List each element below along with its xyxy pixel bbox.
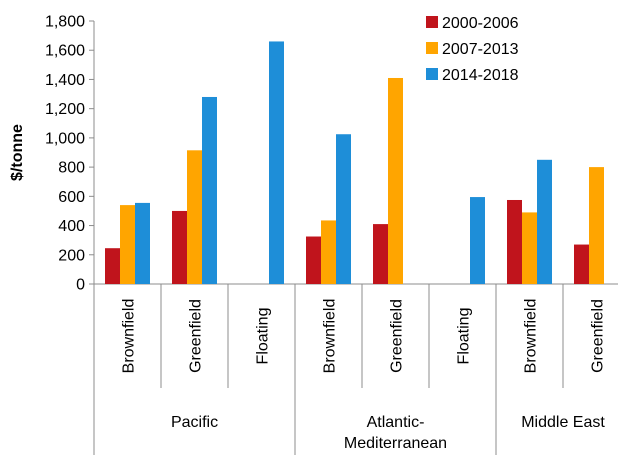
bar-2007-2013-greenfield [388, 77, 403, 284]
y-tick-label: 1,600 [45, 43, 85, 60]
bar-2007-2013-brownfield [120, 205, 135, 284]
y-tick-label: 1,800 [45, 14, 85, 31]
bar-2014-2018-brownfield [537, 159, 552, 284]
y-tick-label: 600 [58, 189, 85, 206]
bar-2014-2018-brownfield [135, 202, 150, 284]
y-tick-label: 0 [76, 277, 85, 294]
bar-2014-2018-floating [269, 41, 284, 285]
category-label: Brownfield [322, 299, 339, 374]
bar-2000-2006-brownfield [105, 248, 120, 284]
y-tick-label: 1,000 [45, 130, 85, 147]
group-label: Atlantic- [367, 414, 425, 431]
group-label: Mediterranean [344, 435, 447, 452]
legend-swatch-2007-2013 [426, 42, 438, 54]
category-label: Floating [456, 308, 473, 365]
category-label: Brownfield [121, 299, 138, 374]
legend-swatch-2000-2006 [426, 16, 438, 28]
legend-label: 2014-2018 [442, 67, 519, 84]
category-label: Floating [255, 308, 272, 365]
bar-2007-2013-brownfield [321, 220, 336, 284]
bar-2014-2018-floating [470, 197, 485, 284]
legend-label: 2007-2013 [442, 41, 519, 58]
bar-2000-2006-greenfield [172, 210, 187, 284]
legend-swatch-2014-2018 [426, 68, 438, 80]
bar-2000-2006-brownfield [507, 199, 522, 284]
bar-2000-2006-greenfield [373, 224, 388, 284]
y-tick-label: 400 [58, 218, 85, 235]
group-label: Middle East [521, 414, 605, 431]
bar-2014-2018-greenfield [202, 96, 217, 284]
bar-2007-2013-brownfield [522, 212, 537, 284]
category-label: Brownfield [523, 299, 540, 374]
y-tick-label: 1,200 [45, 101, 85, 118]
group-label: Pacific [171, 414, 218, 431]
plot-area: 0 200 400 600 800 1,000 1,200 1,400 1,600 1,800 $/… [9, 14, 618, 455]
category-label: Greenfield [188, 299, 205, 373]
y-axis-title: $/tonne [9, 124, 26, 181]
category-label: Greenfield [590, 299, 607, 373]
bar-2007-2013-greenfield [187, 150, 202, 284]
bar-2014-2018-brownfield [336, 134, 351, 284]
y-tick-label: 1,400 [45, 72, 85, 89]
bar-2000-2006-greenfield [574, 244, 589, 284]
category-label: Greenfield [389, 299, 406, 373]
legend-label: 2000-2006 [442, 15, 519, 32]
bar-2007-2013-greenfield [589, 167, 604, 284]
bar-2000-2006-brownfield [306, 236, 321, 284]
y-tick-label: 800 [58, 160, 85, 177]
y-tick-label: 200 [58, 247, 85, 264]
